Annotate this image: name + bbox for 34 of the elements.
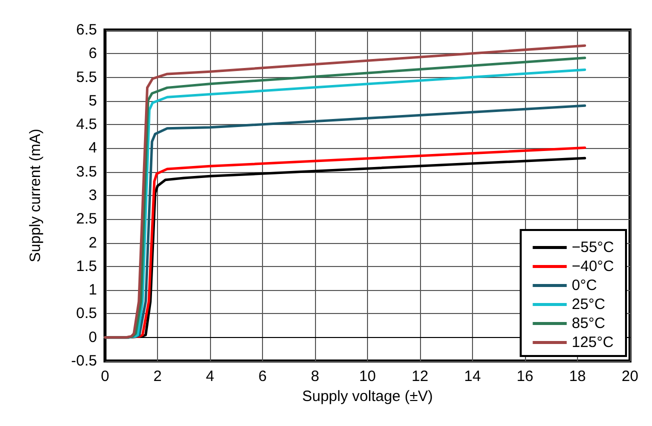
y-tick-label: 2.5: [76, 210, 97, 228]
x-tick-label: 16: [516, 368, 534, 385]
legend-label: 125°C: [572, 334, 614, 351]
x-tick-label: 8: [310, 368, 320, 385]
y-tick-label: -0.5: [71, 352, 97, 370]
y-tick-label: 4.5: [76, 116, 97, 134]
y-tick-label: 1.5: [76, 258, 97, 275]
y-tick-label: 3.5: [76, 163, 97, 180]
y-tick-label: 3: [88, 187, 97, 204]
x-axis-title: Supply voltage (±V): [302, 388, 433, 405]
x-tick-label: 20: [622, 368, 638, 385]
x-tick-label: 18: [569, 368, 586, 385]
y-tick-label: 2: [88, 234, 97, 252]
legend-label: 85°C: [572, 315, 606, 332]
y-axis-title: Supply current (mA): [27, 128, 44, 262]
x-tick-label: 14: [464, 368, 481, 385]
x-tick-label: 12: [412, 368, 428, 385]
y-tick-label: 0.5: [76, 305, 97, 322]
legend-label: 0°C: [572, 277, 598, 294]
y-tick-label: 6.5: [76, 22, 97, 38]
legend-label: −55°C: [572, 239, 614, 256]
x-tick-label: 2: [153, 368, 162, 385]
y-tick-label: 6: [88, 45, 97, 62]
y-tick-label: 5.5: [76, 68, 97, 86]
legend-label: 25°C: [572, 296, 606, 313]
x-tick-label: 10: [359, 368, 376, 385]
y-tick-label: 1: [88, 282, 97, 299]
x-tick-label: 4: [206, 368, 214, 385]
x-tick-label: 6: [258, 368, 267, 385]
x-tick-label: 0: [100, 368, 110, 385]
y-tick-label: 4: [88, 140, 97, 157]
y-tick-label: 5: [88, 92, 97, 110]
legend-label: −40°C: [572, 258, 614, 275]
y-tick-label: 0: [88, 328, 97, 346]
